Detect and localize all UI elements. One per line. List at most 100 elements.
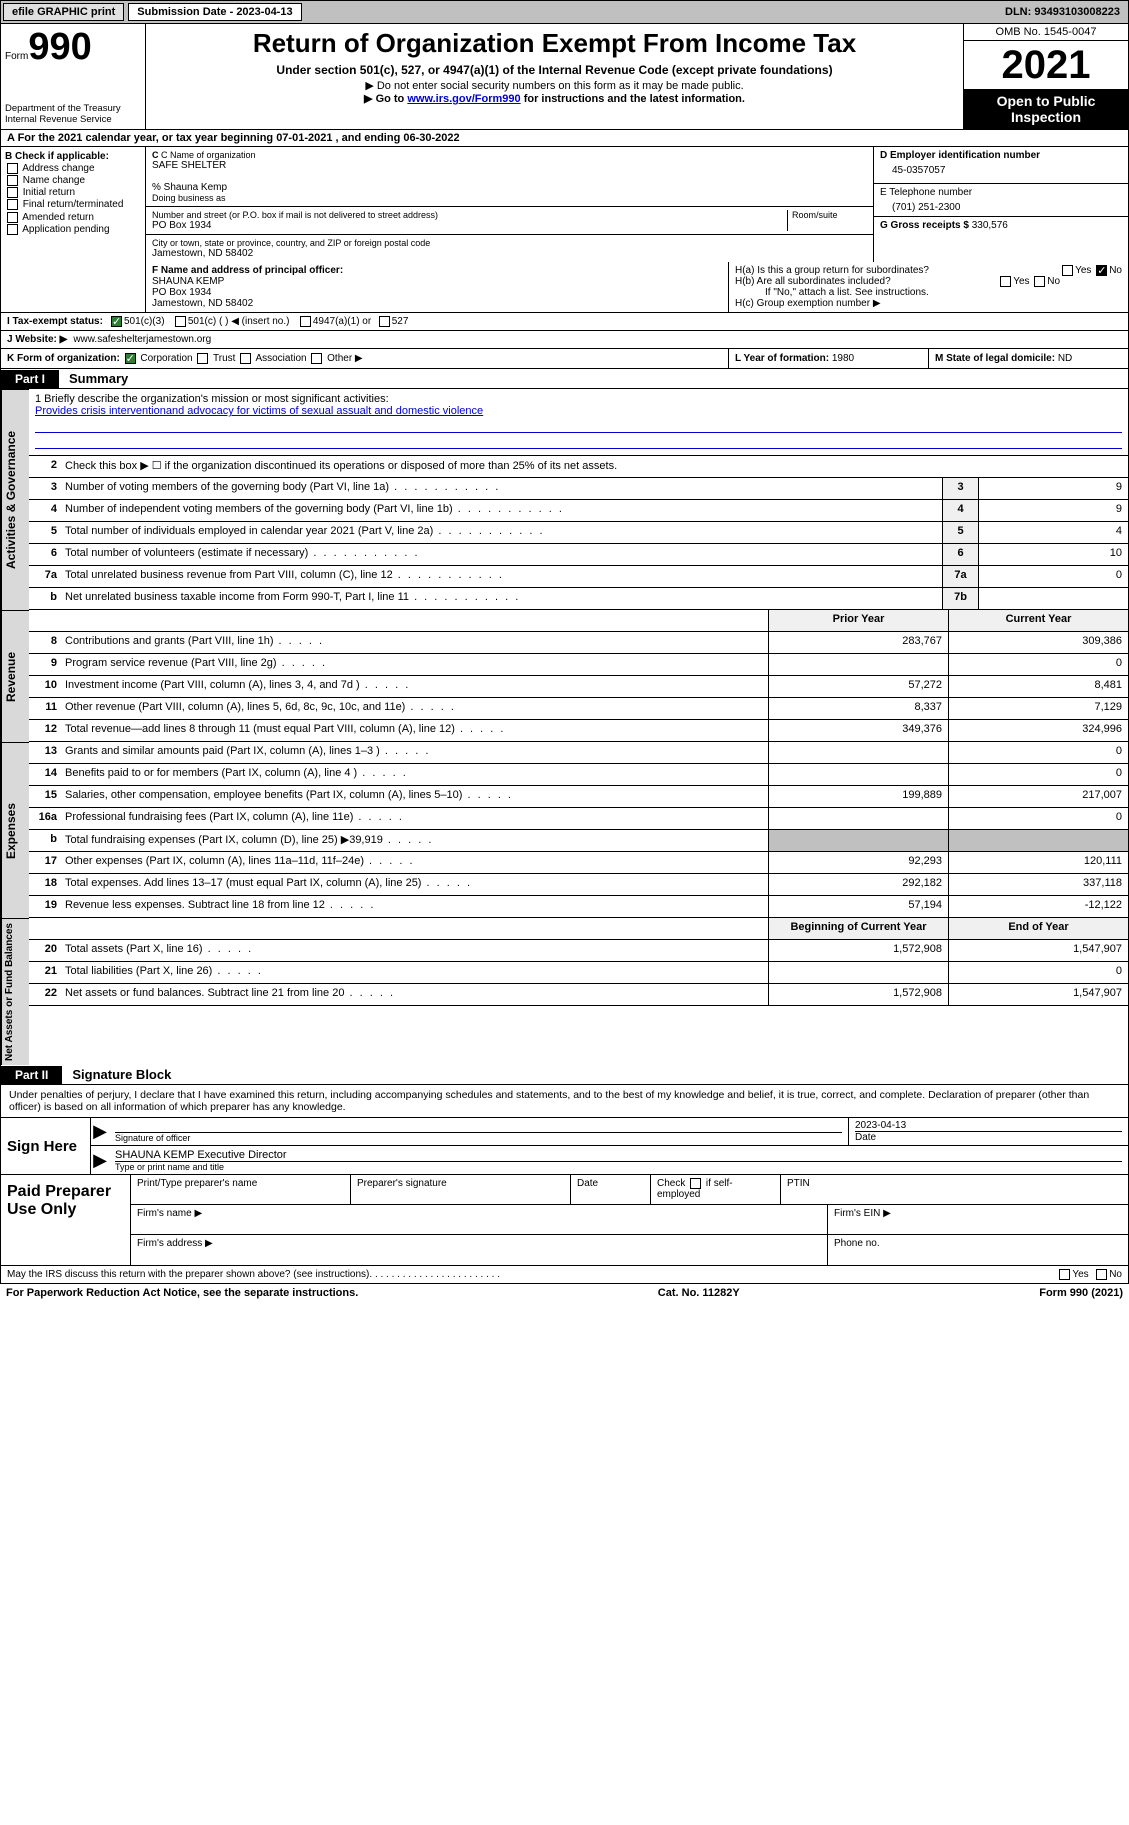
pra-notice: For Paperwork Reduction Act Notice, see …	[6, 1287, 358, 1299]
open-to-public: Open to Public Inspection	[964, 89, 1128, 129]
summary-line: 17Other expenses (Part IX, column (A), l…	[29, 852, 1128, 874]
org-name: SAFE SHELTER	[152, 160, 867, 171]
h-b-note: If "No," attach a list. See instructions…	[735, 287, 1122, 298]
officer-city: Jamestown, ND 58402	[152, 298, 253, 309]
footer-last: For Paperwork Reduction Act Notice, see …	[0, 1284, 1129, 1302]
summary-line: 14Benefits paid to or for members (Part …	[29, 764, 1128, 786]
summary-line: 20Total assets (Part X, line 16) . . . .…	[29, 940, 1128, 962]
sig-name-value: SHAUNA KEMP Executive Director	[115, 1149, 1122, 1161]
h-a-label: H(a) Is this a group return for subordin…	[735, 265, 929, 276]
m-label: M State of legal domicile:	[935, 353, 1055, 364]
ein-value: 45-0357057	[880, 161, 1122, 180]
chk-501c3[interactable]	[111, 316, 122, 327]
summary-line: 10Investment income (Part VIII, column (…	[29, 676, 1128, 698]
summary-line: 18Total expenses. Add lines 13–17 (must …	[29, 874, 1128, 896]
chk-application-pending[interactable]: Application pending	[5, 224, 141, 235]
i-label: I Tax-exempt status:	[7, 316, 103, 327]
sig-date-label: Date	[855, 1131, 1122, 1143]
org-care-of: % Shauna Kemp	[152, 182, 867, 193]
prep-name-label: Print/Type preparer's name	[131, 1175, 351, 1204]
k-label: K Form of organization:	[7, 353, 120, 364]
firm-name-label: Firm's name ▶	[131, 1205, 828, 1234]
discuss-row: May the IRS discuss this return with the…	[0, 1266, 1129, 1284]
gross-label: G Gross receipts $	[880, 220, 969, 231]
phone-label: Phone no.	[828, 1235, 1128, 1265]
sign-here-block: Sign Here ▶ Signature of officer 2023-04…	[0, 1118, 1129, 1175]
summary-line: 6Total number of volunteers (estimate if…	[29, 544, 1128, 566]
prep-date-label: Date	[571, 1175, 651, 1204]
mission-q: 1 Briefly describe the organization's mi…	[35, 393, 1122, 405]
year-formation: 1980	[832, 353, 854, 364]
street-label: Number and street (or P.O. box if mail i…	[152, 210, 787, 220]
org-name-label: C C Name of organization	[152, 150, 867, 160]
discuss-no[interactable]	[1096, 1269, 1107, 1280]
officer-name: SHAUNA KEMP	[152, 276, 224, 287]
discuss-text: May the IRS discuss this return with the…	[7, 1269, 369, 1280]
header-sub2: ▶ Do not enter social security numbers o…	[156, 79, 953, 92]
chk-501c[interactable]	[175, 316, 186, 327]
principal-officer: F Name and address of principal officer:…	[146, 262, 728, 312]
l-label: L Year of formation:	[735, 353, 829, 364]
ha-no[interactable]	[1096, 265, 1107, 276]
irs-link[interactable]: www.irs.gov/Form990	[407, 93, 520, 105]
header-sub1: Under section 501(c), 527, or 4947(a)(1)…	[156, 63, 953, 77]
summary-line: bTotal fundraising expenses (Part IX, co…	[29, 830, 1128, 852]
chk-final-return[interactable]: Final return/terminated	[5, 199, 141, 210]
city-value: Jamestown, ND 58402	[152, 248, 867, 259]
sign-here-label: Sign Here	[1, 1118, 91, 1174]
omb-number: OMB No. 1545-0047	[964, 24, 1128, 41]
chk-name-change[interactable]: Name change	[5, 175, 141, 186]
officer-street: PO Box 1934	[152, 287, 211, 298]
goto-pre: ▶ Go to	[364, 93, 407, 105]
ha-yes[interactable]	[1062, 265, 1073, 276]
hb-yes[interactable]	[1000, 276, 1011, 287]
vtab-net-assets: Net Assets or Fund Balances	[1, 918, 29, 1065]
block-bcd: B Check if applicable: Address change Na…	[0, 147, 1129, 262]
summary-line: 16aProfessional fundraising fees (Part I…	[29, 808, 1128, 830]
chk-assoc[interactable]	[240, 353, 251, 364]
summary-line: 7aTotal unrelated business revenue from …	[29, 566, 1128, 588]
chk-other[interactable]	[311, 353, 322, 364]
header-left: Form990 Department of the Treasury Inter…	[1, 24, 146, 129]
chk-self-employed[interactable]	[690, 1178, 701, 1189]
tel-label: E Telephone number	[880, 187, 1122, 198]
part1-tab: Part I	[1, 370, 59, 388]
col-d-info: D Employer identification number 45-0357…	[873, 147, 1128, 262]
chk-address-change[interactable]: Address change	[5, 163, 141, 174]
form-ref: Form 990 (2021)	[1039, 1287, 1123, 1299]
part2-header: Part II Signature Block	[0, 1065, 1129, 1085]
prep-sig-label: Preparer's signature	[351, 1175, 571, 1204]
chk-corp[interactable]	[125, 353, 136, 364]
summary-line: 22Net assets or fund balances. Subtract …	[29, 984, 1128, 1006]
col-b-checkboxes: B Check if applicable: Address change Na…	[1, 147, 146, 262]
chk-trust[interactable]	[197, 353, 208, 364]
summary-line: 4Number of independent voting members of…	[29, 500, 1128, 522]
firm-ein-label: Firm's EIN ▶	[828, 1205, 1128, 1234]
summary-line: 9Program service revenue (Part VIII, lin…	[29, 654, 1128, 676]
summary-line: 21Total liabilities (Part X, line 26) . …	[29, 962, 1128, 984]
h-b-label: H(b) Are all subordinates included?	[735, 276, 891, 287]
chk-initial-return[interactable]: Initial return	[5, 187, 141, 198]
sig-officer-label: Signature of officer	[115, 1132, 842, 1143]
summary-line: 15Salaries, other compensation, employee…	[29, 786, 1128, 808]
website-url: www.safeshelterjamestown.org	[73, 334, 211, 345]
efile-print-button[interactable]: efile GRAPHIC print	[3, 3, 124, 21]
sig-date-value: 2023-04-13	[855, 1120, 1122, 1131]
part2-title: Signature Block	[62, 1067, 171, 1082]
submission-date-label: Submission Date - 2023-04-13	[128, 3, 301, 21]
chk-4947[interactable]	[300, 316, 311, 327]
chk-527[interactable]	[379, 316, 390, 327]
sig-typed-label: Type or print name and title	[115, 1161, 1122, 1172]
row-j-website: J Website: ▶ www.safeshelterjamestown.or…	[0, 331, 1129, 349]
col-c-org: C C Name of organization SAFE SHELTER % …	[146, 147, 873, 262]
header-center: Return of Organization Exempt From Incom…	[146, 24, 963, 129]
summary-line: 12Total revenue—add lines 8 through 11 (…	[29, 720, 1128, 742]
summary-line: 13Grants and similar amounts paid (Part …	[29, 742, 1128, 764]
summary-line: 19Revenue less expenses. Subtract line 1…	[29, 896, 1128, 918]
chk-amended-return[interactable]: Amended return	[5, 212, 141, 223]
hb-no[interactable]	[1034, 276, 1045, 287]
summary-line: 11Other revenue (Part VIII, column (A), …	[29, 698, 1128, 720]
summary-line: 5Total number of individuals employed in…	[29, 522, 1128, 544]
discuss-yes[interactable]	[1059, 1269, 1070, 1280]
j-label: J Website: ▶	[7, 334, 67, 345]
